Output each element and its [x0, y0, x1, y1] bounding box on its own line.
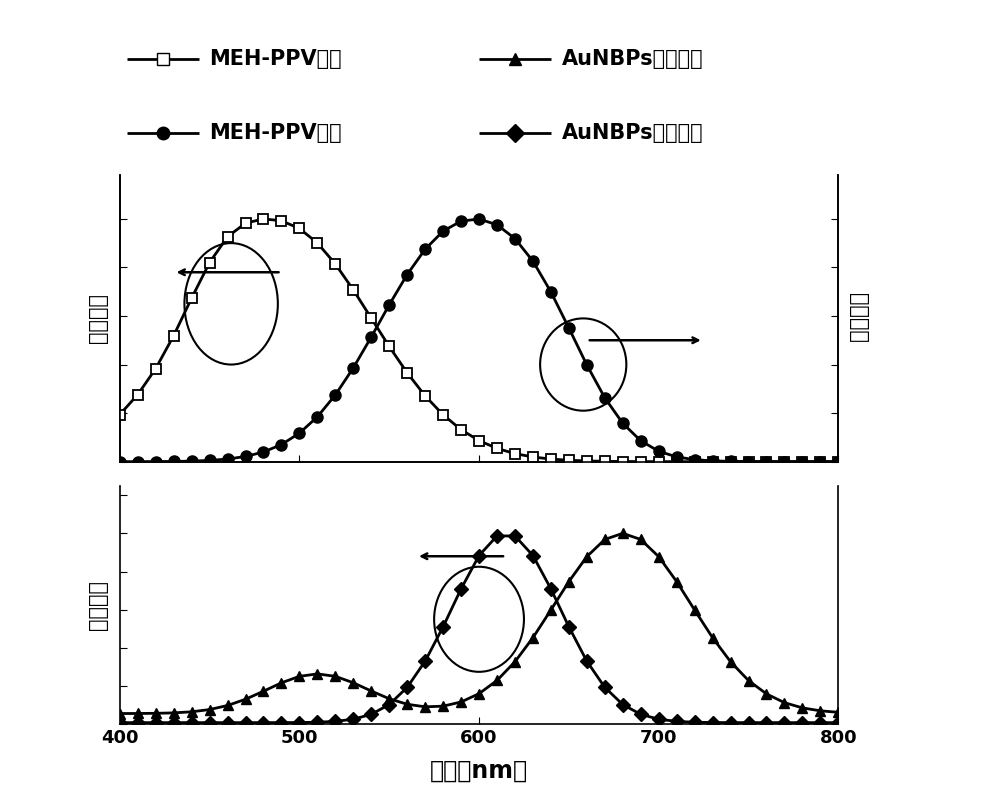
Text: MEH-PPV发射: MEH-PPV发射 [210, 123, 342, 143]
Y-axis label: 发射光谱: 发射光谱 [848, 294, 868, 343]
Text: AuNBPs薄膜吸收: AuNBPs薄膜吸收 [562, 123, 704, 143]
Text: MEH-PPV吸收: MEH-PPV吸收 [210, 49, 342, 69]
Text: AuNBPs溶液吸收: AuNBPs溶液吸收 [562, 49, 704, 69]
Y-axis label: 吸收光谱: 吸收光谱 [88, 294, 108, 343]
Y-axis label: 吸收光谱: 吸收光谱 [88, 580, 108, 630]
X-axis label: 波长（nm）: 波长（nm） [430, 759, 528, 782]
